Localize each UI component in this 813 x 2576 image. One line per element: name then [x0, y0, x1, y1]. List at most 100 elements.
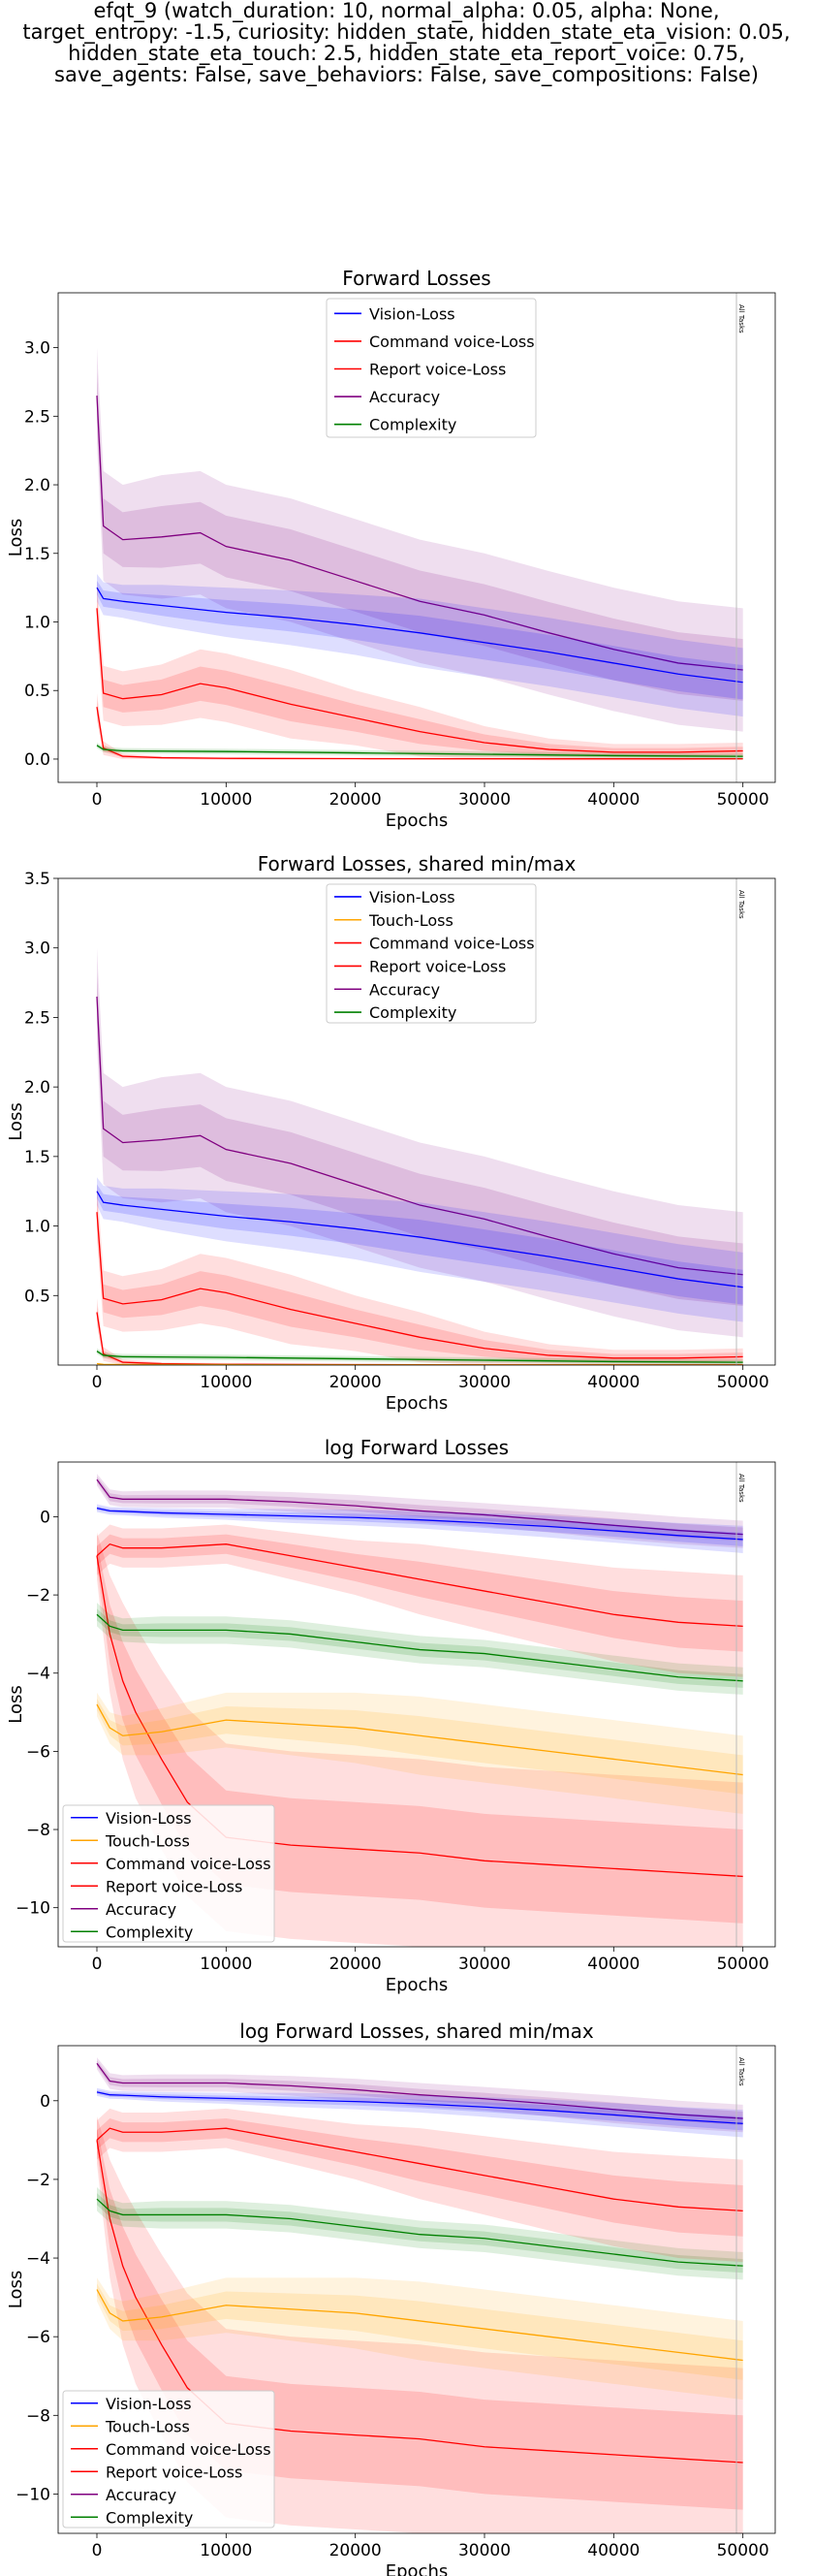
suptitle-line: hidden_state_eta_touch: 2.5, hidden_stat… — [68, 42, 745, 65]
x-tick-label: 20000 — [329, 790, 382, 810]
band-outer-vision-loss — [97, 573, 743, 717]
legend-entry-command-voice-loss: Command voice-Loss — [106, 2440, 271, 2459]
legend-entry-vision-loss: Vision-Loss — [369, 888, 455, 906]
x-tick-label: 20000 — [329, 2541, 382, 2560]
y-tick-label: −10 — [16, 1899, 50, 1919]
band-inner-vision-loss — [97, 1506, 743, 1546]
band-outer-command-voice-loss — [97, 1184, 743, 1365]
figure-suptitle: efqt_9 (watch_duration: 10, normal_alpha… — [0, 0, 813, 85]
legend-entry-command-voice-loss: Command voice-Loss — [106, 1855, 271, 1873]
x-tick-label: 0 — [92, 790, 103, 810]
legend-frame — [62, 1804, 275, 1943]
chart-panel-4: All Tasks 0 10000 20000 30000 40000 50000 −10 −8… — [6, 2019, 776, 2576]
series-line-vision-loss — [96, 1507, 743, 1541]
y-tick-label: 1.0 — [24, 1218, 50, 1237]
plot-area — [96, 947, 743, 1365]
y-tick-label: 0 — [40, 2092, 50, 2112]
x-tick-label: 30000 — [458, 790, 511, 810]
series-line-report-voice-loss — [96, 2140, 743, 2464]
band-inner-vision-loss — [97, 581, 743, 700]
task-divider-label: All Tasks — [737, 1474, 745, 1503]
legend-entry-report-voice-loss: Report voice-Loss — [106, 1877, 242, 1895]
legend-entry-complexity: Complexity — [106, 2508, 193, 2527]
legend-entry-vision-loss: Vision-Loss — [106, 1809, 192, 1828]
x-tick-label: 30000 — [458, 1373, 511, 1392]
band-inner-command-voice-loss — [97, 2118, 743, 2237]
x-tick-label: 0 — [92, 1373, 103, 1392]
x-tick-label: 10000 — [200, 1955, 252, 1974]
y-tick-label: 2.5 — [24, 1008, 50, 1028]
series-line-command-voice-loss — [96, 608, 743, 753]
axes-frame — [57, 1461, 776, 1948]
band-inner-complexity — [97, 744, 743, 758]
legend-entry-command-voice-loss: Command voice-Loss — [369, 333, 535, 351]
task-divider-label: All Tasks — [737, 2057, 745, 2086]
chart-panel-2: All Tasks 0 10000 20000 30000 40000 50000 0.5 1.… — [6, 852, 776, 1414]
legend-entry-complexity: Complexity — [106, 1923, 193, 1941]
x-tick-label: 20000 — [329, 1373, 382, 1392]
y-tick-label: −2 — [26, 2171, 50, 2190]
y-tick-label: −8 — [26, 1821, 50, 1840]
x-tick-label: 20000 — [329, 1955, 382, 1974]
y-tick-label: −4 — [26, 2249, 50, 2269]
y-axis-label: Loss — [6, 2271, 26, 2308]
y-tick-label: −6 — [26, 1742, 50, 1762]
axes-frame — [57, 877, 776, 1366]
y-tick-label: 2.0 — [24, 1078, 50, 1097]
legend: Vision-Loss Touch-Loss Command voice-Loss R… — [326, 883, 537, 1024]
legend-entry-report-voice-loss: Report voice-Loss — [369, 361, 506, 379]
band-inner-accuracy — [97, 1477, 743, 1542]
legend-frame — [62, 2390, 275, 2528]
band-inner-command-voice-loss — [97, 594, 743, 757]
y-tick-label: −8 — [26, 2406, 50, 2426]
series-line-accuracy — [96, 996, 743, 1276]
series-line-accuracy — [96, 2062, 743, 2119]
x-tick-label: 40000 — [587, 2541, 640, 2560]
legend-entry-touch-loss: Touch-Loss — [105, 2417, 190, 2435]
series-line-report-voice-loss — [96, 707, 743, 760]
suptitle-line: target_entropy: -1.5, curiosity: hidden_… — [22, 20, 791, 44]
band-outer-complexity — [97, 1603, 743, 1695]
axes-frame — [57, 292, 776, 783]
band-outer-complexity — [97, 2187, 743, 2280]
x-tick-label: 10000 — [200, 2541, 252, 2560]
x-tick-label: 0 — [92, 1955, 103, 1974]
legend-entry-vision-loss: Vision-Loss — [106, 2395, 192, 2413]
x-tick-label: 0 — [92, 2541, 103, 2560]
series-line-complexity — [96, 745, 743, 757]
y-tick-label: −2 — [26, 1586, 50, 1606]
band-inner-vision-loss — [97, 2089, 743, 2131]
y-tick-label: 0.0 — [24, 750, 50, 770]
y-tick-label: 3.0 — [24, 939, 50, 959]
legend: Vision-Loss Command voice-Loss Report voic… — [326, 298, 537, 438]
y-tick-label: 0.5 — [24, 1287, 50, 1306]
x-tick-label: 30000 — [458, 1955, 511, 1974]
band-inner-complexity — [97, 2193, 743, 2274]
x-axis-label: Epochs — [386, 811, 449, 831]
band-outer-touch-loss — [97, 1692, 743, 1814]
y-tick-label: −4 — [26, 1665, 50, 1684]
series-line-vision-loss — [96, 1191, 743, 1288]
plot-area — [96, 347, 743, 761]
y-tick-label: 1.5 — [24, 1148, 50, 1167]
x-tick-label: 10000 — [200, 1373, 252, 1392]
band-outer-command-voice-loss — [97, 581, 743, 761]
legend-entry-vision-loss: Vision-Loss — [369, 304, 455, 323]
x-tick-label: 50000 — [717, 1955, 769, 1974]
series-line-touch-loss — [96, 1703, 743, 1776]
chart-title: log Forward Losses, shared min/max — [239, 2019, 594, 2043]
x-tick-label: 10000 — [200, 790, 252, 810]
x-tick-label: 40000 — [587, 1955, 640, 1974]
legend-entry-touch-loss: Touch-Loss — [105, 1831, 190, 1850]
band-inner-complexity — [97, 1350, 743, 1364]
y-axis-label: Loss — [6, 519, 26, 557]
legend-entry-report-voice-loss: Report voice-Loss — [106, 2463, 242, 2481]
suptitle-line: save_agents: False, save_behaviors: Fals… — [54, 63, 759, 86]
y-tick-label: 2.5 — [24, 407, 50, 427]
y-tick-label: 0.5 — [24, 682, 50, 701]
legend-entry-complexity: Complexity — [369, 416, 456, 434]
x-axis-label: Epochs — [386, 1393, 449, 1414]
y-tick-label: 1.0 — [24, 613, 50, 632]
band-inner-command-voice-loss — [97, 1534, 743, 1652]
